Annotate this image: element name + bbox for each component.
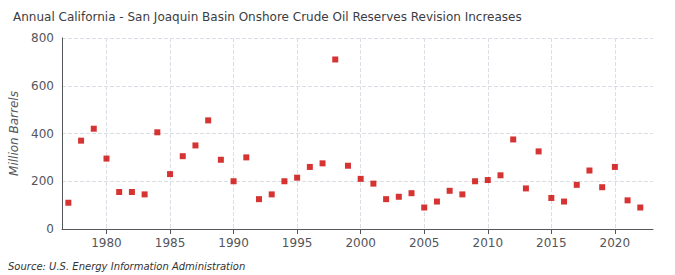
svg-text:400: 400: [31, 127, 54, 141]
svg-text:2020: 2020: [600, 236, 631, 250]
svg-text:2010: 2010: [473, 236, 504, 250]
svg-text:1985: 1985: [155, 236, 186, 250]
svg-text:0: 0: [46, 222, 54, 236]
svg-text:1980: 1980: [91, 236, 122, 250]
svg-text:Source: U.S. Energy Informatio: Source: U.S. Energy Information Administ…: [8, 261, 245, 272]
svg-text:200: 200: [31, 174, 54, 188]
svg-text:2000: 2000: [345, 236, 376, 250]
svg-text:600: 600: [31, 79, 54, 93]
svg-text:2005: 2005: [409, 236, 440, 250]
svg-text:Annual California - San Joaqui: Annual California - San Joaquin Basin On…: [13, 10, 522, 24]
svg-text:2015: 2015: [536, 236, 567, 250]
svg-text:1995: 1995: [282, 236, 313, 250]
svg-text:800: 800: [31, 31, 54, 45]
svg-text:Million Barrels: Million Barrels: [7, 91, 21, 176]
svg-text:1990: 1990: [218, 236, 249, 250]
